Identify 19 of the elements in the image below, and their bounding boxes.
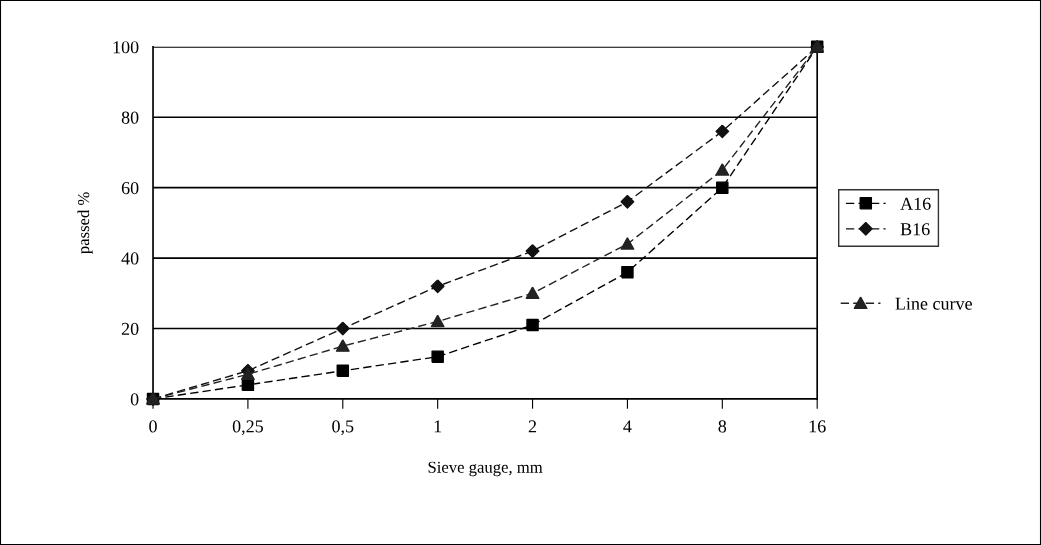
x-tick-label: 16: [809, 420, 826, 433]
x-tick-label: 0,5: [332, 420, 354, 436]
x-tick-label: 0,25: [232, 420, 263, 436]
x-tick-label: 0: [149, 420, 157, 433]
y-tick-label: 80: [121, 111, 139, 124]
y-tick-label: 60: [121, 181, 139, 195]
x-tick-label: 4: [623, 420, 632, 433]
y-tick-label: 40: [121, 252, 139, 265]
y-tick-label: 0: [130, 393, 139, 406]
y-axis-title: passed %: [77, 192, 93, 254]
legend-label: B16: [900, 223, 930, 236]
x-tick-label: 2: [528, 420, 537, 433]
legend-label: Line curve: [895, 297, 972, 310]
x-tick-label: 1: [434, 420, 442, 433]
y-tick-label: 20: [121, 322, 139, 335]
legend-label: A16: [900, 197, 931, 210]
y-tick-label: 100: [113, 41, 139, 54]
x-tick-label: 8: [718, 420, 727, 433]
x-axis-title: Sieve gauge, mm: [428, 461, 543, 477]
